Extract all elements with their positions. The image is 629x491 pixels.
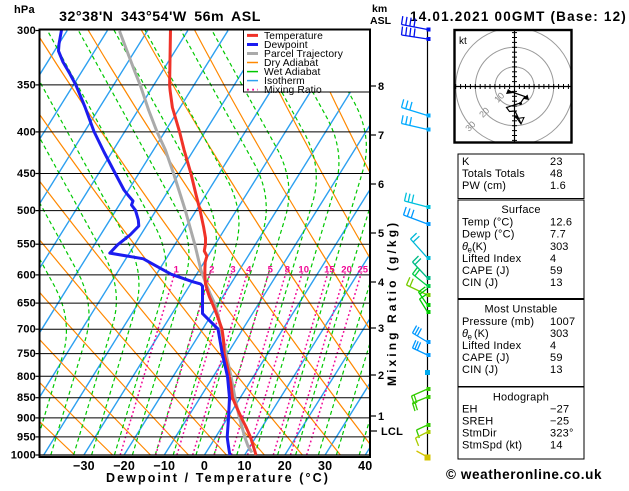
svg-text:Lifted Index: Lifted Index: [462, 253, 522, 265]
svg-text:SREH: SREH: [462, 416, 493, 428]
svg-text:© weatheronline.co.uk: © weatheronline.co.uk: [446, 467, 602, 482]
svg-text:Hodograph: Hodograph: [493, 392, 549, 404]
svg-text:32°38'N 343°54'W 56m ASL: 32°38'N 343°54'W 56m ASL: [59, 9, 261, 25]
svg-text:5: 5: [268, 265, 274, 276]
svg-text:LCL: LCL: [381, 426, 403, 438]
svg-text:350: 350: [17, 79, 36, 91]
svg-text:8: 8: [285, 265, 290, 276]
svg-text:700: 700: [17, 324, 36, 336]
svg-text:5: 5: [378, 228, 384, 240]
svg-text:4: 4: [246, 265, 252, 276]
svg-text:Dewp (°C): Dewp (°C): [462, 229, 515, 241]
svg-text:3: 3: [230, 265, 235, 276]
svg-text:hPa: hPa: [14, 4, 35, 16]
svg-text:7: 7: [378, 130, 384, 142]
svg-text:600: 600: [17, 269, 36, 281]
svg-text:14: 14: [550, 440, 563, 452]
svg-text:CAPE (J): CAPE (J): [462, 352, 509, 364]
svg-text:25: 25: [358, 265, 369, 276]
svg-text:CIN (J): CIN (J): [462, 364, 498, 376]
svg-text:7.7: 7.7: [550, 229, 566, 241]
svg-text:4: 4: [378, 277, 385, 289]
svg-text:−30: −30: [73, 459, 95, 473]
svg-text:500: 500: [17, 205, 36, 217]
svg-text:Mixing Ratio (g/kg): Mixing Ratio (g/kg): [385, 220, 399, 386]
svg-text:(K): (K): [474, 328, 489, 340]
svg-text:4: 4: [550, 340, 556, 352]
svg-text:kt: kt: [459, 36, 467, 47]
svg-text:303: 303: [550, 241, 568, 253]
svg-text:59: 59: [550, 352, 563, 364]
svg-text:Dewpoint / Temperature (°C): Dewpoint / Temperature (°C): [106, 471, 330, 485]
svg-text:K: K: [462, 156, 470, 168]
svg-text:Lifted Index: Lifted Index: [462, 340, 522, 352]
svg-text:km: km: [372, 3, 387, 15]
svg-text:2: 2: [378, 370, 384, 382]
svg-text:4: 4: [550, 253, 556, 265]
svg-text:13: 13: [550, 277, 563, 289]
svg-text:48: 48: [550, 168, 563, 180]
svg-text:40: 40: [358, 459, 372, 473]
svg-text:(K): (K): [472, 241, 487, 253]
svg-text:1007: 1007: [550, 316, 575, 328]
svg-text:303: 303: [550, 328, 568, 340]
svg-text:300: 300: [17, 25, 36, 37]
svg-text:Temp (°C): Temp (°C): [462, 217, 513, 229]
svg-text:323°: 323°: [550, 428, 574, 440]
svg-text:−27: −27: [550, 404, 569, 416]
svg-text:13: 13: [550, 364, 563, 376]
svg-text:8: 8: [378, 81, 384, 93]
svg-text:EH: EH: [462, 404, 478, 416]
svg-text:12.6: 12.6: [550, 217, 572, 229]
svg-text:1.6: 1.6: [550, 180, 566, 192]
svg-text:6: 6: [378, 179, 384, 191]
svg-text:PW (cm): PW (cm): [462, 180, 506, 192]
svg-text:StmDir: StmDir: [462, 428, 497, 440]
svg-text:1000: 1000: [11, 450, 36, 462]
svg-text:650: 650: [17, 298, 36, 310]
svg-text:1: 1: [174, 265, 180, 276]
svg-text:Totals Totals: Totals Totals: [462, 168, 525, 180]
svg-text:−25: −25: [550, 416, 569, 428]
svg-text:3: 3: [378, 323, 384, 335]
svg-text:450: 450: [17, 168, 36, 180]
svg-text:Mixing Ratio: Mixing Ratio: [264, 85, 322, 96]
svg-text:550: 550: [17, 239, 36, 251]
svg-text:23: 23: [550, 156, 563, 168]
svg-text:10: 10: [298, 265, 309, 276]
svg-text:750: 750: [17, 348, 36, 360]
svg-text:400: 400: [17, 126, 36, 138]
svg-text:800: 800: [17, 371, 36, 383]
svg-text:1: 1: [378, 411, 384, 423]
svg-text:StmSpd (kt): StmSpd (kt): [462, 440, 522, 452]
svg-text:850: 850: [17, 392, 36, 404]
svg-text:59: 59: [550, 265, 563, 277]
svg-text:2: 2: [209, 265, 214, 276]
svg-text:Most Unstable: Most Unstable: [485, 304, 558, 316]
svg-text:950: 950: [17, 431, 36, 443]
svg-text:20: 20: [341, 265, 352, 276]
svg-text:14.01.2021 00GMT (Base: 12): 14.01.2021 00GMT (Base: 12): [410, 9, 627, 24]
svg-text:Surface: Surface: [501, 204, 540, 216]
svg-text:15: 15: [324, 265, 335, 276]
svg-text:CAPE (J): CAPE (J): [462, 265, 509, 277]
svg-text:900: 900: [17, 412, 36, 424]
svg-text:CIN (J): CIN (J): [462, 277, 498, 289]
svg-text:Pressure (mb): Pressure (mb): [462, 316, 534, 328]
svg-text:ASL: ASL: [370, 15, 392, 27]
